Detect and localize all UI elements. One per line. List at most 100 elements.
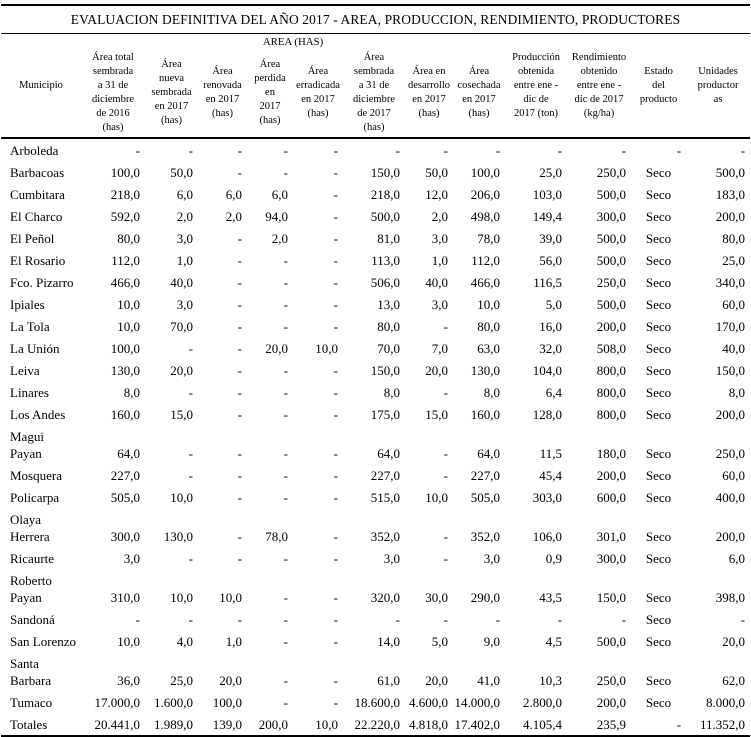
cell-value: - — [740, 611, 746, 627]
cell-value: - — [333, 208, 338, 224]
cell-estado: Seco — [645, 186, 672, 202]
table-row: Ipiales 10,0 3,0 - - - 13,0 3,0 10,0 5,0 500,0 Seco… — [1, 293, 750, 315]
cell-value: - — [283, 467, 288, 483]
cell-value: 300,0 — [596, 550, 627, 566]
cell-municipio: Arboleda — [10, 142, 59, 158]
cell-value: - — [188, 142, 193, 158]
col-header-area-en-desarrollo: Área en desarrollo en 2017 (has) — [408, 65, 450, 119]
cell-value: - — [443, 611, 448, 627]
table-row: Roberto Payan 310,0 10,0 10,0 - - 320,0 30,0 290… — [1, 569, 750, 608]
cell-value: 100,0 — [110, 340, 140, 356]
cell-value: 150,0 — [596, 589, 627, 605]
cell-value: 10,0 — [477, 296, 501, 312]
cell-municipio: Ricaurte — [10, 550, 55, 566]
cell-value: 160,0 — [470, 406, 501, 422]
cell-value: 592,0 — [110, 208, 140, 224]
cell-value: 250,0 — [596, 164, 627, 180]
cell-value: 508,0 — [596, 340, 627, 356]
cell-value: - — [443, 384, 448, 400]
cell-value: 600,0 — [596, 489, 627, 505]
table-row: Fco. Pizarro 466,0 40,0 - - - 506,0 40,0 466,0 11… — [1, 271, 750, 293]
cell-value: 505,0 — [470, 489, 501, 505]
cell-estado: Seco — [645, 633, 672, 649]
cell-value: 200,0 — [596, 318, 627, 334]
cell-value: 130,0 — [163, 528, 193, 544]
table-row-totales: Totales 20.441,0 1.989,0 139,0 200,0 10,0 22.2… — [1, 713, 750, 736]
cell-value: 290,0 — [470, 589, 501, 605]
cell-value: 70,0 — [170, 318, 193, 334]
cell-value: - — [333, 274, 338, 290]
cell-value: - — [621, 611, 627, 627]
cell-estado: Seco — [645, 230, 672, 246]
cell-value: 5,0 — [431, 633, 448, 649]
cell-value: 183,0 — [715, 186, 746, 202]
cell-value: 22.220,0 — [354, 716, 401, 732]
cell-estado: Seco — [645, 611, 672, 627]
cell-estado: Seco — [645, 467, 672, 483]
cell-value: 11.352,0 — [700, 716, 746, 732]
cell-value: 800,0 — [596, 406, 627, 422]
cell-value: 62,0 — [722, 672, 746, 688]
cell-value: 9,0 — [483, 633, 501, 649]
cell-value: 150,0 — [370, 362, 400, 378]
cell-value: 352,0 — [470, 528, 501, 544]
cell-value: 10,0 — [219, 589, 242, 605]
cell-value: 300,0 — [110, 528, 140, 544]
cell-value: 3,0 — [431, 296, 448, 312]
cell-value: 64,0 — [117, 445, 140, 461]
cell-value: 180,0 — [596, 445, 627, 461]
cell-value: - — [237, 274, 242, 290]
cell-value: 6,0 — [728, 550, 746, 566]
cell-value: - — [237, 550, 242, 566]
table-header: Municipio AREA (HAS) Producción obtenida… — [1, 34, 751, 139]
cell-value: 2,0 — [176, 208, 193, 224]
cell-value: 8,0 — [728, 384, 746, 400]
cell-value: - — [283, 611, 288, 627]
cell-value: - — [237, 164, 242, 180]
cell-value: - — [283, 633, 288, 649]
col-header-produccion: Producción obtenida entre ene - dic de 2… — [512, 51, 560, 119]
cell-value: 3,0 — [483, 550, 501, 566]
cell-value: - — [237, 230, 242, 246]
cell-value: 301,0 — [596, 528, 627, 544]
cell-value: 7,0 — [431, 340, 448, 356]
cell-value: - — [333, 550, 338, 566]
cell-estado: Seco — [645, 208, 672, 224]
table-row: Cumbitara 218,0 6,0 6,0 6,0 - 218,0 12,0 206,0 10… — [1, 183, 750, 205]
table-row: Policarpa 505,0 10,0 - - - 515,0 10,0 505,0 303,0… — [1, 486, 750, 508]
cell-value: 3,0 — [176, 230, 193, 246]
cell-value: 4.105,4 — [523, 716, 563, 732]
col-header-area-erradicada: Área erradicada en 2017 (has) — [296, 65, 340, 119]
cell-value: 106,0 — [532, 528, 563, 544]
cell-value: - — [283, 142, 288, 158]
cell-value: - — [237, 489, 242, 505]
cell-municipio: Ipiales — [10, 296, 45, 312]
cell-value: 8,0 — [123, 384, 140, 400]
cell-value: - — [135, 142, 140, 158]
cell-value: - — [283, 164, 288, 180]
cell-value: 10,0 — [315, 716, 338, 732]
cell-value: 63,0 — [477, 340, 501, 356]
cell-value: 1,0 — [225, 633, 242, 649]
cell-value: 1.989,0 — [154, 716, 193, 732]
cell-value: 160,0 — [110, 406, 140, 422]
table-row: Barbacoas 100,0 50,0 - - - 150,0 50,0 100,0 25,0 2… — [1, 161, 750, 183]
cell-estado: Seco — [645, 589, 672, 605]
cell-municipio: Santa Barbara — [10, 655, 52, 688]
cell-value: 10,3 — [539, 672, 563, 688]
cell-municipio: El Charco — [10, 208, 63, 224]
table-row: Arboleda - - - - - - - - - - - - — [1, 138, 750, 161]
cell-municipio: San Lorenzo — [10, 633, 77, 649]
cell-value: - — [333, 633, 338, 649]
cell-value: 500,0 — [715, 164, 746, 180]
table-row: La Unión 100,0 - - 20,0 10,0 70,0 7,0 63,0 32,0 50… — [1, 337, 750, 359]
cell-value: 200,0 — [715, 406, 746, 422]
cell-value: 500,0 — [596, 252, 627, 268]
cell-value: - — [188, 384, 193, 400]
cell-value: 235,9 — [596, 716, 627, 732]
cell-value: 200,0 — [715, 528, 746, 544]
cell-value: - — [443, 318, 448, 334]
cell-value: 500,0 — [596, 186, 627, 202]
cell-value: - — [333, 362, 338, 378]
cell-value: 0,9 — [545, 550, 563, 566]
